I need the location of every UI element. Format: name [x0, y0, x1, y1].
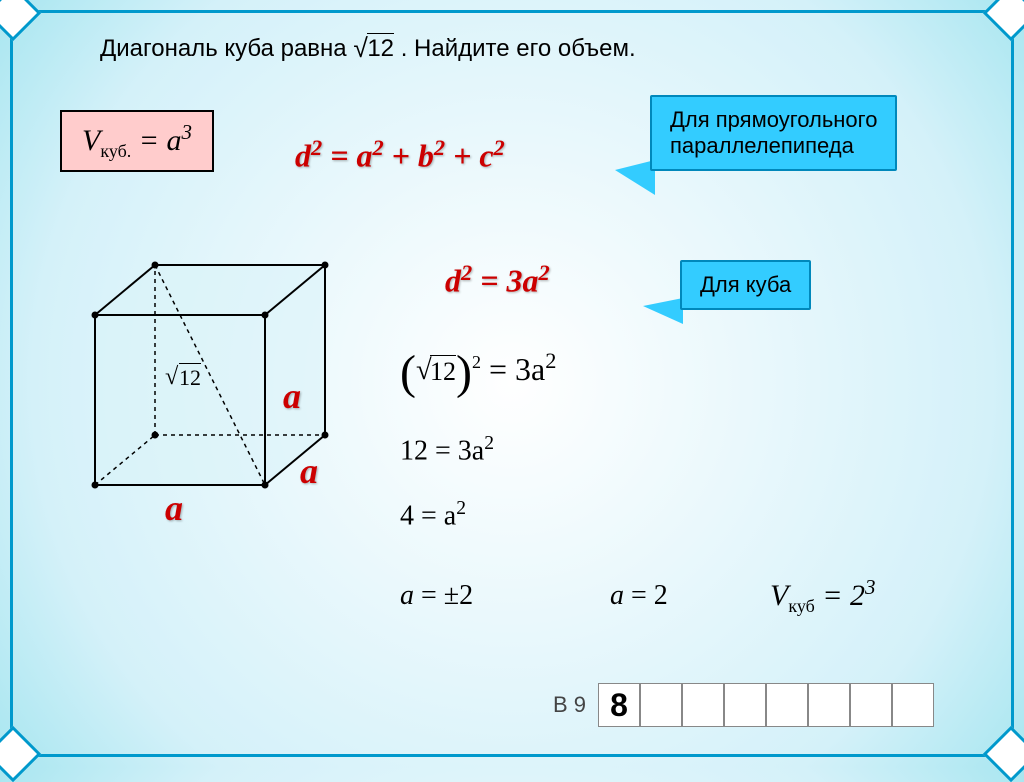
- frame-corner: [983, 0, 1024, 41]
- answer-cell: [850, 683, 892, 727]
- vol-eq: =: [131, 124, 166, 157]
- frame-corner: [0, 0, 41, 41]
- callout-parallelepiped: Для прямоугольного параллелепипеда: [650, 95, 897, 171]
- edge-label-a3: a: [165, 487, 183, 529]
- volume-formula-box: Vкуб. = a3: [60, 110, 214, 172]
- callout-pointer: [643, 298, 683, 324]
- frame-corner: [983, 726, 1024, 782]
- answer-cell: 8: [598, 683, 640, 727]
- work-line-1: (12)2 = 3a2: [400, 345, 556, 400]
- work-line-6: Vкуб = 23: [770, 575, 876, 617]
- answer-label: В 9: [553, 692, 586, 718]
- problem-text-after: . Найдите его объем.: [401, 35, 636, 62]
- edge-label-a2: a: [300, 450, 318, 492]
- callout-pointer: [615, 160, 655, 195]
- answer-cell: [724, 683, 766, 727]
- edge-label-a1: a: [283, 375, 301, 417]
- callout-line1: Для прямоугольного: [670, 107, 877, 133]
- work-line-3: 4 = a2: [400, 498, 466, 532]
- diagonal-formula-cube: d2 = 3a2: [445, 260, 550, 300]
- work-line-4: a = ±2: [400, 580, 473, 612]
- diagonal-formula-general: d2 = a2 + b2 + c2: [295, 135, 505, 175]
- problem-statement: Диагональ куба равна 12 . Найдите его об…: [100, 35, 636, 63]
- vol-sub: куб.: [100, 141, 131, 161]
- answer-cell: [808, 683, 850, 727]
- vol-exp: 3: [182, 120, 193, 144]
- work-line-5: a = 2: [610, 580, 668, 612]
- frame-corner: [0, 726, 41, 782]
- work-line-2: 12 = 3a2: [400, 433, 494, 467]
- answer-cell: [766, 683, 808, 727]
- callout-cube: Для куба: [680, 260, 811, 310]
- callout-cube-text: Для куба: [700, 272, 791, 297]
- sqrt-12: 12: [353, 35, 394, 63]
- callout-line2: параллелепипеда: [670, 133, 877, 159]
- answer-cell: [640, 683, 682, 727]
- problem-text-before: Диагональ куба равна: [100, 35, 353, 62]
- vol-rhs: a: [167, 124, 182, 157]
- vol-lhs: V: [82, 124, 100, 157]
- cube-diagram: a a a 12: [65, 215, 345, 525]
- answer-row: В 9 8: [553, 683, 934, 727]
- diagonal-label: 12: [165, 365, 201, 391]
- answer-cell: [682, 683, 724, 727]
- answer-cell: [892, 683, 934, 727]
